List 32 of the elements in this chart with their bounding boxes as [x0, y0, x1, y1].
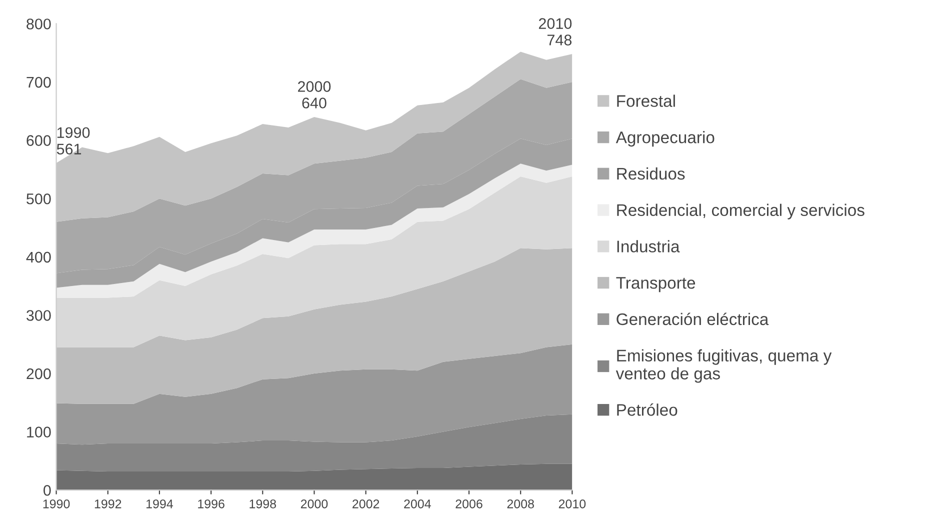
legend-label: Emisiones fugitivas, quema y venteo de gas — [616, 349, 832, 383]
y-tick-label: 200 — [26, 368, 51, 380]
legend-label: Industria — [617, 240, 680, 252]
x-tick-label: 1996 — [198, 499, 224, 508]
y-tick-label: 100 — [27, 426, 51, 438]
y-tick-label: 500 — [26, 193, 51, 204]
legend-label: Forestal — [617, 94, 675, 107]
annotation: 2010 748 — [538, 18, 572, 46]
y-tick-label: 800 — [26, 18, 51, 30]
y-tick-label: 0 — [44, 484, 51, 496]
legend-label: Petróleo — [617, 403, 678, 416]
x-tick-label: 1998 — [250, 499, 276, 508]
y-tick-label: 700 — [26, 76, 51, 88]
x-tick-label: 1990 — [43, 499, 70, 508]
x-tick-label: 2010 — [558, 499, 586, 508]
x-tick-label: 2008 — [507, 499, 534, 508]
annotation: 1990 561 — [56, 127, 90, 154]
legend-label: Residuos — [617, 167, 685, 180]
x-tick-label: 2006 — [456, 499, 482, 508]
x-tick-label: 2002 — [352, 499, 380, 508]
legend-label: Agropecuario — [616, 131, 714, 147]
y-tick-label: 300 — [26, 310, 51, 321]
legend-label: Transporte — [616, 277, 696, 292]
x-tick-label: 2004 — [404, 499, 431, 508]
x-tick-label: 2000 — [300, 499, 328, 508]
x-tick-label: 1994 — [146, 499, 173, 508]
legend-label: Generación eléctrica — [616, 312, 769, 326]
y-tick-label: 400 — [26, 252, 51, 263]
x-tick-label: 1992 — [94, 499, 122, 508]
y-tick-label: 600 — [26, 135, 51, 146]
annotation: 2000 640 — [298, 81, 331, 108]
legend-label: Residencial, comercial y servicios — [617, 204, 864, 220]
